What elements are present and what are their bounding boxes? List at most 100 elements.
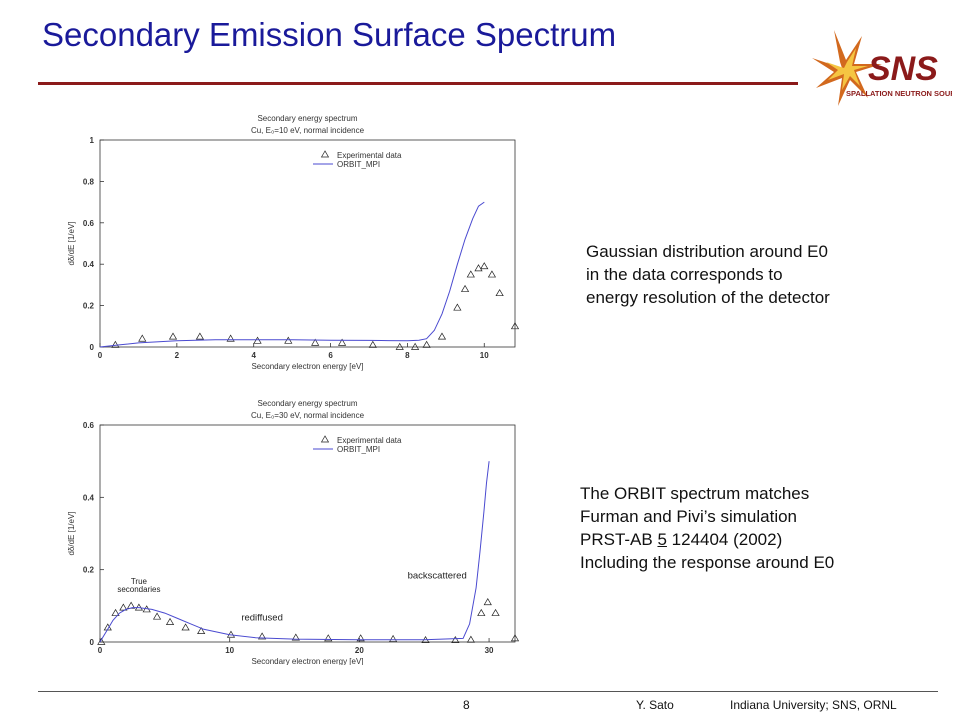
y-axis-label: dδ/dE [1/eV] [67, 221, 76, 265]
x-axis-label: Secondary electron energy [eV] [251, 657, 363, 665]
data-point [165, 617, 175, 625]
legend-marker-experimental [320, 150, 330, 158]
note-orbit: The ORBIT spectrum matches Furman and Pi… [580, 483, 834, 575]
data-point [422, 340, 431, 348]
slide-title: Secondary Emission Surface Spectrum [42, 16, 617, 53]
data-point [510, 322, 520, 330]
data-point [356, 634, 365, 642]
footer-affiliation: Indiana University; SNS, ORNL [730, 698, 897, 712]
y-tick-label: 0.4 [83, 493, 95, 502]
note-line: Furman and Pivi’s simulation [580, 506, 797, 526]
note-line: The ORBIT spectrum matches [580, 484, 810, 503]
y-tick-label: 0.4 [83, 260, 95, 269]
footer-author: Y. Sato [636, 698, 674, 712]
citation-article: 124404 (2002) [666, 529, 783, 549]
series-line-orbit-mpi [99, 461, 490, 643]
x-tick-label: 4 [251, 351, 256, 360]
page-number: 8 [463, 698, 470, 712]
plot-frame [99, 424, 516, 643]
data-point [324, 634, 333, 642]
note-line-citation: PRST-AB 5 124404 (2002) [580, 529, 834, 552]
data-point [181, 623, 190, 631]
y-tick-label: 0.6 [83, 219, 95, 228]
data-point [111, 340, 120, 348]
chart-annotation: secondaries [117, 585, 160, 594]
data-point [466, 270, 475, 278]
chart-annotation: backscattered [408, 571, 467, 582]
logo-text: SNS [868, 50, 938, 88]
y-tick-label: 0 [90, 638, 95, 647]
data-point [119, 603, 128, 611]
chart-10ev: Secondary energy spectrum Cu, E₀=10 eV, n… [67, 114, 520, 371]
title-underline [38, 82, 798, 85]
data-point [491, 608, 500, 616]
chart-subtitle: Cu, E₀=10 eV, normal incidence [251, 126, 365, 135]
logo-subtext: SPALLATION NEUTRON SOURCE [846, 89, 952, 98]
chart-title: Secondary energy spectrum [257, 114, 357, 123]
data-point [495, 288, 504, 297]
y-axis-label: dδ/dE [1/eV] [67, 511, 76, 555]
y-tick-label: 0.2 [83, 302, 95, 311]
chart-30ev: Secondary energy spectrum Cu, E₀=30 eV, n… [67, 399, 520, 665]
x-tick-label: 10 [225, 646, 234, 655]
x-tick-label: 2 [175, 351, 180, 360]
data-point [138, 334, 147, 342]
y-tick-label: 0.6 [83, 421, 95, 430]
data-point [337, 338, 347, 346]
citation-volume: 5 [657, 529, 667, 549]
data-point [480, 262, 489, 270]
chart-annotation: True [131, 577, 148, 586]
y-tick-label: 0.8 [83, 177, 95, 186]
note-line: Gaussian distribution around E0 [586, 242, 828, 261]
plot-frame [99, 139, 516, 348]
note-line: energy resolution of the detector [586, 287, 830, 307]
data-point [168, 332, 178, 340]
x-axis-label: Secondary electron energy [eV] [251, 362, 363, 371]
y-tick-label: 0.2 [83, 566, 95, 575]
data-point [477, 608, 486, 616]
legend-marker-experimental [320, 435, 330, 443]
data-point [466, 635, 476, 643]
legend-entry: ORBIT_MPI [337, 160, 380, 169]
legend-entry: Experimental data [337, 436, 402, 445]
data-point [483, 598, 492, 606]
data-point [291, 633, 300, 641]
chart-title: Secondary energy spectrum [257, 399, 357, 408]
data-point [410, 342, 420, 350]
x-tick-label: 8 [405, 351, 410, 360]
legend-entry: ORBIT_MPI [337, 445, 380, 454]
data-point [451, 635, 460, 644]
data-point [226, 334, 235, 342]
data-point [453, 303, 462, 311]
note-gaussian: Gaussian distribution around E0 in the d… [586, 241, 830, 310]
data-point [152, 612, 162, 620]
data-point [111, 608, 120, 616]
sns-logo: SNS SPALLATION NEUTRON SOURCE [812, 30, 952, 106]
footer-rule [38, 691, 938, 692]
chart-subtitle: Cu, E₀=30 eV, normal incidence [251, 411, 365, 420]
x-tick-label: 20 [355, 646, 364, 655]
x-tick-label: 6 [328, 351, 333, 360]
data-point [368, 340, 377, 348]
note-line: in the data corresponds to [586, 264, 783, 284]
legend-entry: Experimental data [337, 151, 402, 160]
y-tick-label: 0 [90, 343, 95, 352]
series-line-orbit-mpi [99, 201, 485, 348]
data-point [258, 632, 267, 640]
data-point [311, 338, 320, 346]
data-point [487, 270, 497, 278]
chart-annotation: rediffused [241, 612, 283, 623]
data-point [195, 332, 205, 340]
data-point [97, 637, 106, 645]
citation-journal: PRST-AB [580, 529, 658, 549]
data-point [437, 332, 447, 340]
data-point [510, 634, 520, 642]
data-point [460, 284, 470, 292]
x-tick-label: 30 [485, 646, 494, 655]
data-point [197, 626, 206, 634]
x-tick-label: 0 [98, 646, 103, 655]
note-line: Including the response around E0 [580, 552, 835, 572]
data-point [388, 634, 398, 642]
sns-starburst-logo [812, 30, 882, 106]
data-point [395, 342, 404, 350]
